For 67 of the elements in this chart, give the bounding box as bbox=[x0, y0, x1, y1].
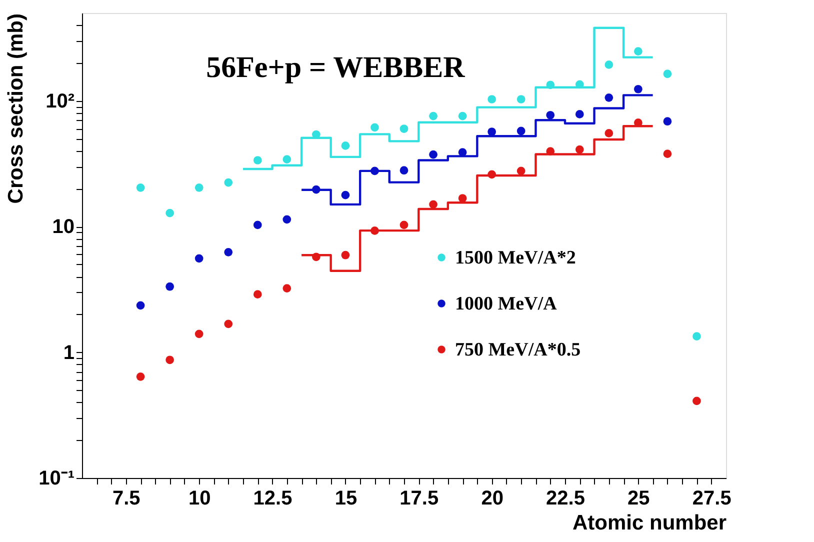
y-tick-label: 10⁻¹ bbox=[38, 468, 75, 490]
point bbox=[253, 220, 262, 230]
point bbox=[194, 254, 204, 263]
y-tick-label: 10² bbox=[46, 90, 75, 112]
point bbox=[663, 70, 672, 78]
point bbox=[136, 301, 145, 310]
x-tick-label: 10 bbox=[188, 488, 211, 510]
legend-label: 1000 MeV/A bbox=[455, 294, 558, 314]
point bbox=[224, 178, 233, 187]
x-tick-label: 27.5 bbox=[692, 488, 732, 510]
point bbox=[429, 112, 438, 120]
legend-label: 750 MeV/A*0.5 bbox=[455, 340, 581, 360]
legend-label: 1500 MeV/A*2 bbox=[455, 248, 576, 268]
x-axis-title: Atomic number bbox=[572, 512, 726, 534]
point bbox=[282, 215, 292, 224]
point bbox=[224, 320, 233, 328]
y-tick-label: 1 bbox=[63, 342, 74, 364]
point bbox=[516, 166, 526, 176]
point bbox=[604, 129, 614, 138]
point bbox=[575, 145, 584, 154]
point bbox=[166, 282, 174, 291]
point bbox=[575, 110, 584, 118]
point bbox=[136, 183, 145, 192]
point bbox=[253, 156, 262, 164]
point bbox=[282, 155, 292, 164]
point bbox=[458, 112, 467, 120]
point bbox=[663, 117, 672, 126]
point bbox=[634, 47, 642, 56]
point bbox=[429, 150, 438, 159]
x-tick-label: 15 bbox=[334, 488, 358, 510]
point bbox=[400, 124, 408, 133]
x-tick-label: 17.5 bbox=[400, 488, 439, 510]
point bbox=[516, 95, 526, 104]
point bbox=[692, 396, 701, 406]
point bbox=[194, 330, 204, 338]
x-tick-label: 20 bbox=[481, 488, 504, 510]
point bbox=[341, 190, 350, 200]
y-axis-title: Cross section (mb) bbox=[4, 14, 28, 204]
x-tick-label: 25 bbox=[628, 488, 650, 510]
point bbox=[136, 372, 145, 381]
point bbox=[488, 128, 496, 136]
point bbox=[341, 142, 350, 150]
point bbox=[282, 284, 292, 292]
point bbox=[166, 208, 174, 218]
point bbox=[546, 110, 555, 120]
point bbox=[604, 60, 614, 69]
point bbox=[604, 94, 614, 102]
text: 56Fe+p = WEBBER bbox=[206, 51, 466, 84]
x-tick-label: 12.5 bbox=[253, 488, 292, 510]
point bbox=[400, 220, 408, 230]
point bbox=[253, 290, 262, 299]
point bbox=[370, 123, 379, 132]
point bbox=[166, 356, 174, 364]
point bbox=[692, 332, 701, 340]
point bbox=[429, 200, 438, 209]
point bbox=[516, 126, 526, 136]
point bbox=[458, 194, 467, 202]
point bbox=[663, 150, 672, 158]
point bbox=[488, 95, 496, 104]
x-tick-label: 22.5 bbox=[546, 488, 585, 510]
y-tick-label: 10 bbox=[52, 216, 74, 238]
point bbox=[224, 248, 233, 256]
point bbox=[634, 84, 642, 94]
point bbox=[400, 166, 408, 175]
x-tick-label: 7.5 bbox=[112, 488, 140, 510]
point bbox=[341, 250, 350, 260]
point bbox=[194, 183, 204, 192]
